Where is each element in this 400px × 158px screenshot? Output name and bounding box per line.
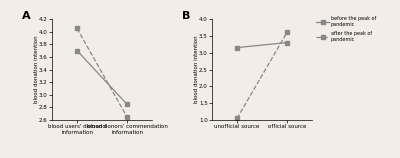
Line: before the peak of
pandemic: before the peak of pandemic: [235, 40, 289, 50]
Y-axis label: blood donation intention: blood donation intention: [34, 36, 39, 103]
before the peak of
pandemic: [125, 103, 130, 105]
Legend: before the peak of
pandemic, after the peak of
pandemic: before the peak of pandemic, after the p…: [316, 16, 376, 42]
before the peak of
pandemic: [285, 42, 290, 43]
Line: before the peak of
pandemic: before the peak of pandemic: [75, 49, 129, 106]
Y-axis label: blood donation intention: blood donation intention: [194, 36, 199, 103]
Text: B: B: [182, 11, 190, 21]
before the peak of
pandemic: [234, 47, 239, 49]
Text: A: A: [22, 11, 31, 21]
before the peak of
pandemic: [74, 50, 79, 52]
